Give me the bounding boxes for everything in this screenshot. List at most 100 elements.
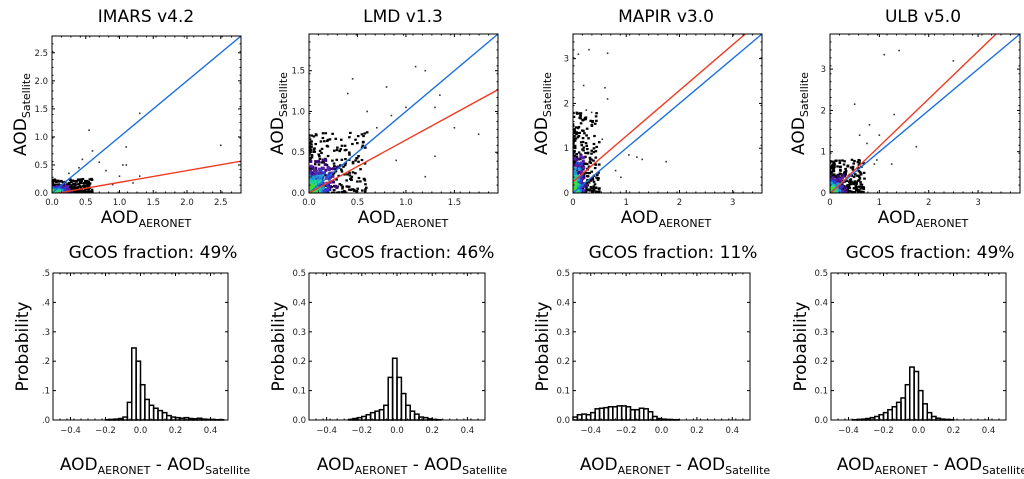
scatter-point <box>596 173 599 177</box>
scatter-point <box>55 180 58 183</box>
density-cell <box>575 178 579 182</box>
scatter-point <box>830 161 832 164</box>
y-tick-label: .5 <box>42 269 50 279</box>
scatter-point <box>390 114 393 117</box>
x-tick-label: −0.2 <box>351 426 372 436</box>
x-axis-label: AODAERONET <box>621 208 712 230</box>
x-tick-label: 0.4 <box>204 426 218 436</box>
scatter-point <box>576 136 580 139</box>
y-tick-label: 0.0 <box>291 189 305 199</box>
scatter-point <box>75 179 78 183</box>
axis-label-main: AOD <box>580 455 618 475</box>
y-axis-label: Probability <box>533 302 553 392</box>
scatter-point <box>363 132 367 135</box>
scatter-point <box>855 174 859 177</box>
density-cell <box>830 179 833 183</box>
x-tick-label: 2 <box>926 198 931 208</box>
scatter-point <box>614 169 617 172</box>
density-cell <box>837 175 841 179</box>
scatter-point <box>588 171 591 175</box>
one-to-one-line <box>52 36 241 193</box>
density-cell <box>309 177 313 181</box>
y-tick-label: 3 <box>821 65 826 75</box>
density-cell <box>323 190 327 193</box>
y-axis-label: AODSatellite <box>789 72 811 155</box>
y-tick-label: .1 <box>42 387 50 397</box>
scatter-point <box>573 146 575 149</box>
density-cell <box>577 162 581 166</box>
scatter-point <box>573 124 575 128</box>
scatter-point <box>592 189 596 192</box>
scatter-point <box>321 132 325 135</box>
plot-frame <box>572 272 751 421</box>
density-cell <box>316 172 320 176</box>
density-cell <box>841 189 845 193</box>
density-cell <box>573 157 577 161</box>
density-cell <box>575 161 579 165</box>
gcos-fraction-title: GCOS fraction: 46% <box>326 243 495 263</box>
scatter-point <box>317 163 321 166</box>
y-axis-label: AODSatellite <box>532 72 554 155</box>
scatter-point <box>587 165 591 168</box>
y-tick-label: 0.0 <box>556 416 570 426</box>
density-cell <box>65 184 69 188</box>
scatter-point <box>310 167 314 170</box>
scatter-point <box>587 137 590 140</box>
regression-line <box>830 34 998 193</box>
scatter-point <box>219 144 222 147</box>
scatter-point <box>579 115 582 118</box>
scatter-point <box>849 183 853 186</box>
scatter-point <box>346 92 349 95</box>
density-cell <box>309 187 311 191</box>
density-cell <box>315 176 319 180</box>
scatter-point <box>359 168 362 171</box>
density-cell <box>326 189 330 193</box>
scatter-point <box>580 144 584 147</box>
scatter-point <box>79 189 83 193</box>
scatter-point <box>385 86 388 88</box>
scatter-point <box>346 185 350 188</box>
scatter-point <box>628 154 630 156</box>
axis-label-subscript: AERONET <box>659 217 712 230</box>
scatter-point <box>573 139 575 143</box>
scatter-point <box>585 186 588 189</box>
scatter-point <box>851 165 855 168</box>
scatter-point <box>313 163 317 166</box>
scatter-point <box>862 171 866 174</box>
y-tick-label: 0.0 <box>34 189 48 199</box>
scatter-point <box>859 181 862 184</box>
scatter-point <box>334 170 338 173</box>
scatter-point <box>354 172 357 175</box>
density-cell <box>834 189 838 193</box>
scatter-point <box>82 191 86 193</box>
scatter-point <box>581 168 585 171</box>
scatter-point <box>340 158 344 161</box>
scatter-point <box>75 187 78 190</box>
scatter-point <box>348 136 351 139</box>
scatter-point <box>832 168 835 171</box>
scatter-point <box>848 187 852 190</box>
scatter-point <box>332 162 336 165</box>
gcos-fraction-title: GCOS fraction: 49% <box>69 243 238 263</box>
density-cell <box>836 178 840 182</box>
scatter-point <box>831 166 835 170</box>
scatter-point <box>586 171 589 175</box>
density-cell <box>831 177 835 181</box>
scatter-point <box>841 159 844 162</box>
scatter-point <box>351 188 354 191</box>
y-tick-label: 1.0 <box>34 133 48 143</box>
density-cell <box>321 158 325 162</box>
y-tick-label: 2 <box>564 99 569 109</box>
axis-label-main: AOD <box>789 117 809 155</box>
scatter-point <box>324 174 327 177</box>
scatter-point <box>890 163 893 165</box>
scatter-point <box>850 174 854 177</box>
scatter-point <box>586 147 589 151</box>
density-cell <box>836 180 840 184</box>
scatter-point <box>583 132 586 135</box>
plot-area <box>309 34 498 193</box>
scatter-point <box>313 147 316 150</box>
y-tick-label: 2.0 <box>34 77 48 87</box>
scatter-point <box>78 181 82 184</box>
y-tick-label: 0.5 <box>292 269 306 279</box>
